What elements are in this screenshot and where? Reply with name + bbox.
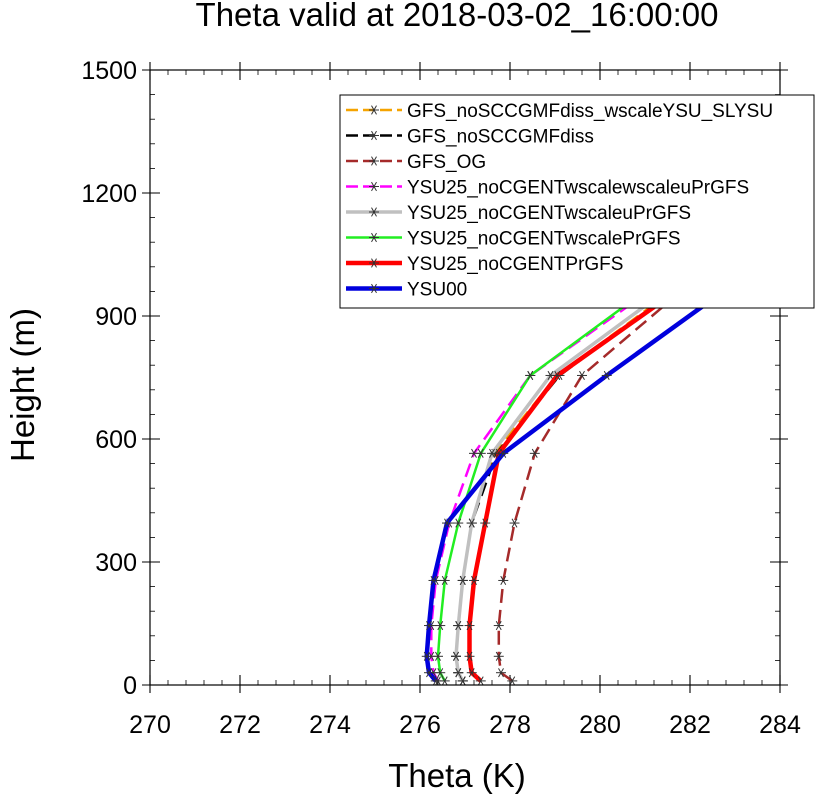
x-axis-label: Theta (K) bbox=[388, 757, 526, 794]
series-marker bbox=[451, 651, 461, 661]
y-tick-label: 0 bbox=[123, 672, 137, 700]
series-marker bbox=[464, 620, 475, 631]
series-marker bbox=[496, 668, 506, 678]
y-axis-label: Height (m) bbox=[4, 308, 41, 462]
series-line bbox=[436, 191, 780, 682]
series-marker bbox=[529, 448, 540, 458]
series-marker bbox=[552, 370, 563, 381]
series-marker bbox=[498, 448, 509, 458]
series-marker bbox=[453, 668, 464, 678]
series-line bbox=[467, 191, 780, 683]
x-tick-label: 278 bbox=[489, 711, 531, 739]
series-marker bbox=[601, 370, 612, 381]
series-marker bbox=[577, 370, 587, 381]
x-tick-label: 274 bbox=[309, 711, 351, 739]
series-marker bbox=[430, 676, 441, 685]
y-tick-labels: 0 300 600 900 1200 1500 bbox=[81, 57, 137, 700]
series-marker bbox=[424, 620, 434, 631]
series-marker bbox=[369, 283, 379, 294]
series-marker bbox=[369, 232, 379, 243]
legend-label: YSU00 bbox=[407, 280, 467, 301]
legend-label: GFS_noSCCGMFdiss_wscaleYSU_SLYSU bbox=[407, 101, 773, 122]
x-tick-label: 284 bbox=[759, 711, 801, 739]
series-marker bbox=[369, 105, 379, 115]
chart-title: Theta valid at 2018-03-02_16:00:00 bbox=[196, 0, 719, 33]
legend: GFS_noSCCGMFdiss_wscaleYSU_SLYSU GFS_noSC… bbox=[339, 94, 815, 309]
series-marker bbox=[428, 575, 439, 586]
series-marker bbox=[457, 575, 468, 586]
series-marker bbox=[424, 668, 434, 678]
series-marker bbox=[493, 620, 504, 631]
series-marker bbox=[475, 448, 486, 458]
series-marker bbox=[466, 518, 477, 528]
y-tick-label: 900 bbox=[95, 303, 137, 331]
x-tick-label: 272 bbox=[219, 711, 261, 739]
series-marker bbox=[453, 620, 464, 631]
series-marker bbox=[433, 651, 443, 661]
series-marker bbox=[442, 518, 452, 528]
legend-label: YSU25_noCGENTwscalePrGFS bbox=[407, 229, 681, 250]
y-tick-label: 300 bbox=[95, 549, 137, 577]
series-marker bbox=[509, 518, 520, 528]
series-marker bbox=[369, 156, 379, 166]
series-marker bbox=[507, 676, 518, 685]
series-marker bbox=[469, 575, 479, 586]
series-marker bbox=[435, 668, 446, 678]
legend-box bbox=[339, 94, 815, 309]
y-tick-label: 600 bbox=[95, 426, 137, 454]
x-tick-labels: 270 272 274 276 278 280 282 284 bbox=[129, 711, 801, 739]
legend-label: YSU25_noCGENTwscaleuPrGFS bbox=[407, 203, 691, 224]
series-marker bbox=[480, 518, 491, 528]
series-line bbox=[454, 191, 780, 682]
series-marker bbox=[464, 651, 475, 661]
series-marker bbox=[466, 668, 477, 678]
series-line bbox=[424, 191, 780, 683]
plot-frame bbox=[149, 69, 781, 686]
series-marker bbox=[493, 651, 504, 661]
legend-label: GFS_OG bbox=[407, 152, 486, 173]
y-tick-label: 1500 bbox=[81, 57, 137, 85]
series-marker bbox=[475, 676, 486, 685]
x-tick-label: 280 bbox=[579, 711, 621, 739]
series-marker bbox=[439, 676, 450, 685]
legend-label: YSU25_noCGENTPrGFS bbox=[407, 254, 623, 275]
series-line bbox=[497, 192, 780, 682]
y-tick-label: 1200 bbox=[81, 180, 137, 208]
series-marker bbox=[457, 676, 468, 685]
x-tick-label: 282 bbox=[669, 711, 711, 739]
series-marker bbox=[369, 258, 379, 268]
legend-label: YSU25_noCGENTwscalewscaleuPrGFS bbox=[407, 178, 749, 199]
x-tick-label: 276 bbox=[399, 711, 441, 739]
series-marker bbox=[369, 130, 379, 141]
x-tick-label: 270 bbox=[129, 711, 171, 739]
series-marker bbox=[453, 518, 464, 528]
legend-label: GFS_noSCCGMFdiss bbox=[407, 127, 594, 148]
series-marker bbox=[369, 207, 379, 217]
series-marker bbox=[435, 620, 446, 631]
series-marker bbox=[421, 651, 432, 661]
series-marker bbox=[369, 181, 379, 192]
series-marker bbox=[525, 370, 536, 381]
series-marker bbox=[439, 575, 450, 586]
series-marker bbox=[498, 575, 509, 586]
